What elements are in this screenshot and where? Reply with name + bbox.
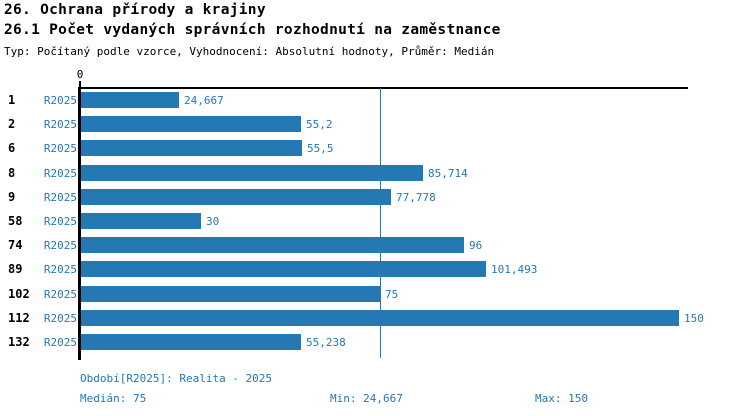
bar[interactable] (81, 286, 380, 302)
bar[interactable] (81, 116, 301, 132)
series-label: R2025 (43, 191, 77, 204)
x-axis-top-line (78, 87, 688, 89)
category-label: 58 (8, 214, 23, 228)
y-axis-line (78, 87, 81, 360)
zero-tick-label: 0 (76, 68, 84, 81)
series-label: R2025 (43, 336, 77, 349)
chart-title-line1: 26. Ochrana přírody a krajiny (4, 2, 266, 18)
bar[interactable] (81, 189, 391, 205)
series-label: R2025 (43, 239, 77, 252)
legend-period: Období[R2025]: Realita - 2025 (80, 372, 273, 385)
bar[interactable] (81, 237, 464, 253)
category-label: 89 (8, 262, 23, 276)
value-label: 55,2 (306, 118, 333, 131)
legend-median: Medián: 75 (80, 392, 147, 405)
category-label: 102 (8, 287, 30, 301)
bar[interactable] (81, 213, 201, 229)
value-label: 101,493 (491, 263, 538, 276)
value-label: 85,714 (428, 167, 468, 180)
value-label: 96 (469, 239, 483, 252)
series-label: R2025 (43, 142, 77, 155)
series-label: R2025 (43, 118, 77, 131)
value-label: 24,667 (184, 94, 224, 107)
bar[interactable] (81, 165, 423, 181)
series-label: R2025 (43, 288, 77, 301)
median-line (380, 88, 381, 358)
bar[interactable] (81, 334, 301, 350)
series-label: R2025 (43, 312, 77, 325)
value-label: 30 (206, 215, 220, 228)
bar[interactable] (81, 92, 179, 108)
bar[interactable] (81, 261, 486, 277)
chart-title-line2: 26.1 Počet vydaných správních rozhodnutí… (4, 22, 501, 38)
series-label: R2025 (43, 215, 77, 228)
bar[interactable] (81, 310, 679, 326)
value-label: 77,778 (396, 191, 436, 204)
category-label: 9 (8, 190, 16, 204)
bar[interactable] (81, 140, 302, 156)
value-label: 55,5 (307, 142, 334, 155)
value-label: 75 (385, 288, 399, 301)
series-label: R2025 (43, 263, 77, 276)
category-label: 112 (8, 311, 30, 325)
series-label: R2025 (43, 94, 77, 107)
zero-tick (79, 81, 81, 88)
category-label: 8 (8, 166, 16, 180)
category-label: 2 (8, 117, 16, 131)
value-label: 55,238 (306, 336, 346, 349)
category-label: 1 (8, 93, 16, 107)
category-label: 6 (8, 141, 16, 155)
chart-meta: Typ: Počítaný podle vzorce, Vyhodnocení:… (4, 45, 495, 58)
category-label: 74 (8, 238, 23, 252)
legend-max: Max: 150 (535, 392, 588, 405)
value-label: 150 (684, 312, 704, 325)
series-label: R2025 (43, 167, 77, 180)
category-label: 132 (8, 335, 30, 349)
legend-min: Min: 24,667 (330, 392, 403, 405)
